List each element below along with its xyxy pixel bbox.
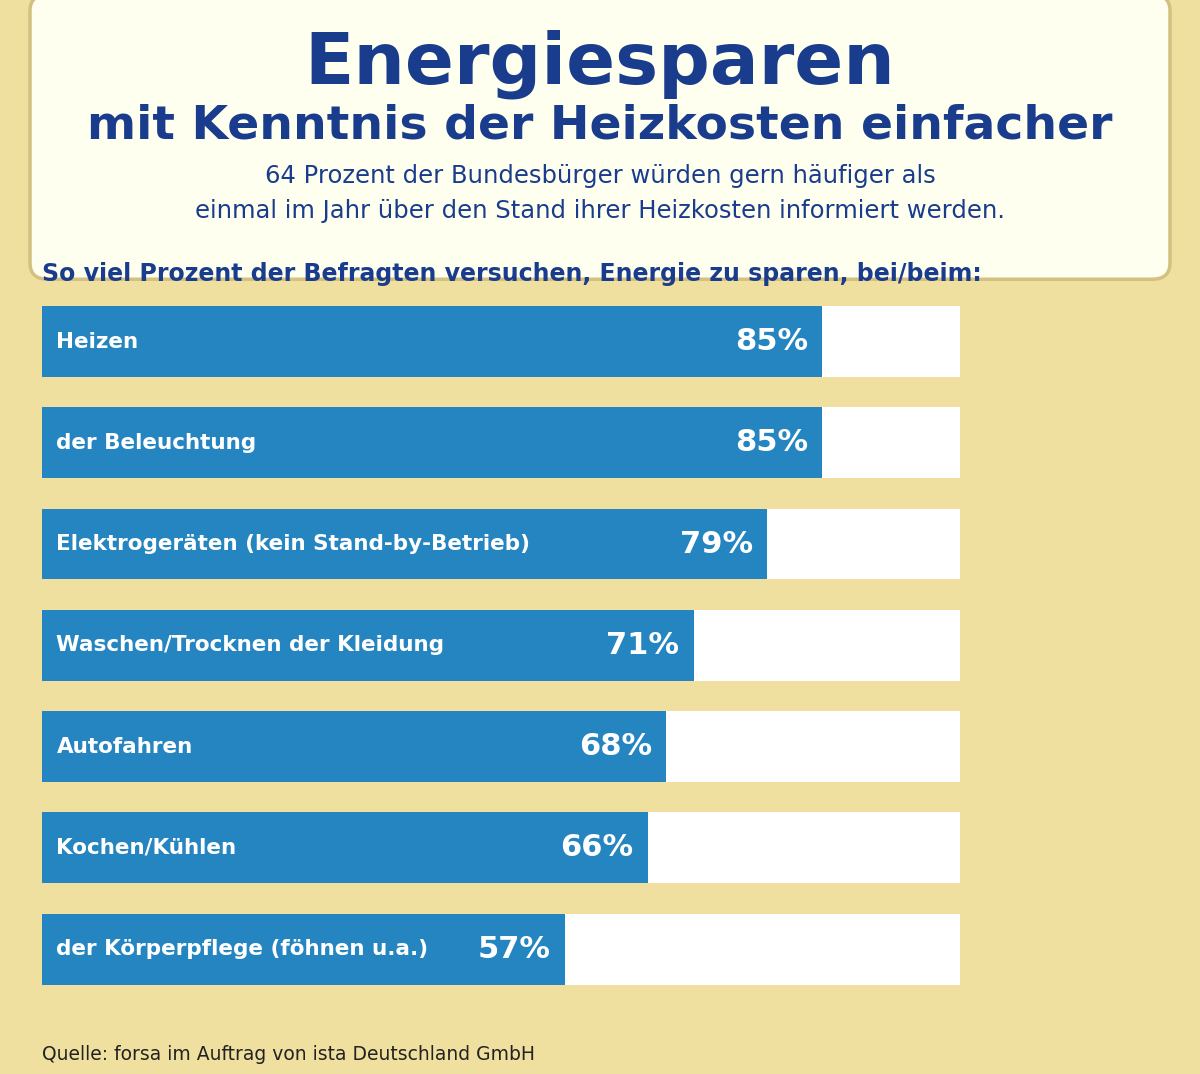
Text: 79%: 79% (679, 529, 752, 558)
Text: Energiesparen: Energiesparen (305, 30, 895, 99)
Text: Elektrogeräten (kein Stand-by-Betrieb): Elektrogeräten (kein Stand-by-Betrieb) (56, 534, 530, 554)
Text: Heizen: Heizen (56, 332, 138, 351)
Text: mit Kenntnis der Heizkosten einfacher: mit Kenntnis der Heizkosten einfacher (88, 103, 1112, 148)
Text: 68%: 68% (578, 732, 652, 761)
Text: 57%: 57% (478, 934, 551, 963)
Text: 85%: 85% (734, 326, 808, 357)
Text: 71%: 71% (606, 630, 679, 659)
Text: 85%: 85% (734, 429, 808, 458)
Text: Quelle: forsa im Auftrag von ista Deutschland GmbH: Quelle: forsa im Auftrag von ista Deutsc… (42, 1045, 535, 1064)
Text: der Beleuchtung: der Beleuchtung (56, 433, 257, 453)
Text: Kochen/Kühlen: Kochen/Kühlen (56, 838, 236, 858)
Text: Autofahren: Autofahren (56, 737, 193, 756)
Text: So viel Prozent der Befragten versuchen, Energie zu sparen, bei/beim:: So viel Prozent der Befragten versuchen,… (42, 262, 982, 286)
Text: der Körperpflege (föhnen u.a.): der Körperpflege (föhnen u.a.) (56, 939, 428, 959)
Text: Waschen/Trocknen der Kleidung: Waschen/Trocknen der Kleidung (56, 636, 444, 655)
Text: 66%: 66% (560, 833, 634, 862)
Text: 64 Prozent der Bundesbürger würden gern häufiger als
einmal im Jahr über den Sta: 64 Prozent der Bundesbürger würden gern … (194, 163, 1006, 223)
